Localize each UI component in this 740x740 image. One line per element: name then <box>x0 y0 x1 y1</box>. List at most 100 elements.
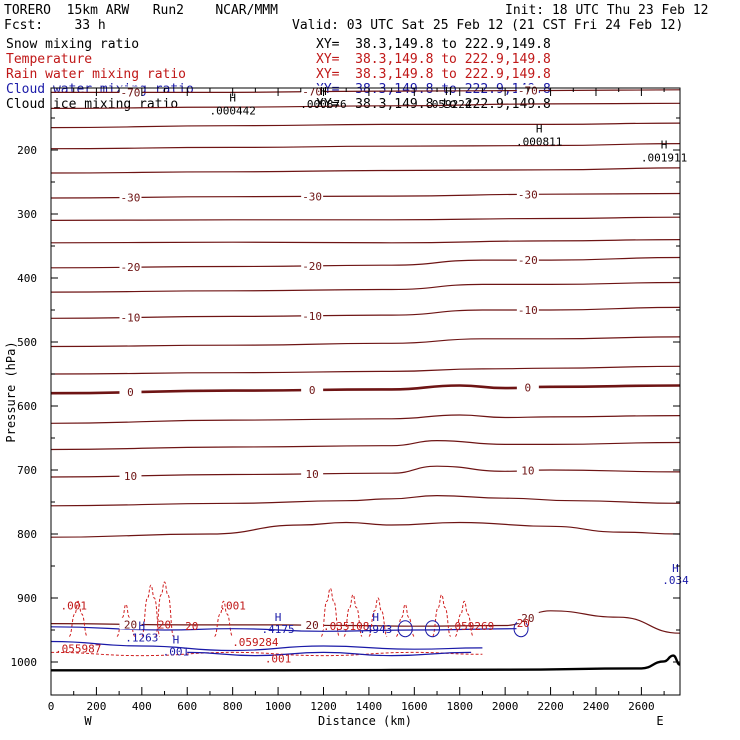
y-tick-label: 300 <box>17 208 37 221</box>
temperature-contour-label: -10 <box>121 311 141 324</box>
temperature-contour-label: -20 <box>518 254 538 267</box>
temperature-contour-label: -30 <box>121 191 141 204</box>
temperature-contour-label: -20 <box>121 261 141 274</box>
contour-label-bg <box>119 386 142 398</box>
cloud-water-maximum-marker: H <box>672 562 679 575</box>
contour-label-bg <box>119 191 142 203</box>
y-tick-label: 900 <box>17 592 37 605</box>
contour-label-bg <box>119 469 142 481</box>
field-xy-temperature: XY= 38.3,149.8 to 222.9,149.8 <box>316 52 551 67</box>
temperature-contour-label: -10 <box>302 310 322 323</box>
x-tick-label: 600 <box>177 700 197 713</box>
cloud-water-label: .034 <box>662 574 689 587</box>
contour-label-bg <box>516 381 539 393</box>
contour-label-bg <box>119 86 142 98</box>
field-label-temperature: Temperature <box>6 52 93 67</box>
x-tick-label: 0 <box>48 700 55 713</box>
cloud-water-contour <box>50 626 517 632</box>
field-label-rain: Rain water mixing ratio <box>6 67 187 82</box>
x-tick-label: 1400 <box>356 700 383 713</box>
cloud-water-cell <box>424 620 440 638</box>
model-title: TORERO 15km ARW Run2 NCAR/MMM <box>4 3 278 18</box>
rain-label: 20 <box>185 620 198 633</box>
temperature-contour <box>50 439 681 451</box>
x-tick-label: 800 <box>223 700 243 713</box>
temperature-contour <box>50 521 681 538</box>
rain-contour <box>454 600 474 637</box>
snow-maximum-value: .059224 <box>425 98 472 111</box>
temperature-contour <box>51 89 681 94</box>
contour-label-bg <box>119 311 142 323</box>
rain-label: .059284 <box>232 636 279 649</box>
temperature-contour-label: 10 <box>306 468 319 481</box>
contour-label-bg <box>301 309 324 321</box>
forecast-hour: Fcst: 33 h <box>4 18 106 33</box>
cloud-water-cell <box>397 620 413 638</box>
rain-label: 20 <box>517 617 530 630</box>
contour-label-bg <box>301 259 324 271</box>
temperature-contour-label: 10 <box>124 470 137 483</box>
temperature-contour-label: 20 <box>124 618 137 631</box>
y-tick-label: 600 <box>17 400 37 413</box>
temperature-contour <box>50 102 681 109</box>
field-xy-snow: XY= 38.3,149.8 to 222.9,149.8 <box>316 37 551 52</box>
temperature-contour <box>50 494 681 507</box>
temperature-contour-label: 0 <box>525 381 532 394</box>
rain-label: .001 <box>219 600 246 613</box>
y-tick-label: 700 <box>17 464 37 477</box>
temperature-contour <box>50 122 681 129</box>
temperature-contour-label: 10 <box>521 465 534 478</box>
cloud-water-contour <box>187 651 472 657</box>
temperature-contour-label: -20 <box>302 260 322 273</box>
x-axis-label: Distance (km) <box>318 714 412 728</box>
temperature-contour <box>50 239 681 244</box>
temperature-contour-label: 20 <box>306 619 319 632</box>
x-tick-label: 1000 <box>265 700 292 713</box>
valid-time: Valid: 03 UTC Sat 25 Feb 12 (21 CST Fri … <box>292 18 684 33</box>
temperature-contour <box>50 365 681 375</box>
snow-maximum-value: .000876 <box>300 98 346 111</box>
snow-maximum-value: .000442 <box>209 105 255 118</box>
cloud-water-maximum-marker: H <box>275 611 282 624</box>
contour-label-bg <box>301 190 324 202</box>
contour-label-bg <box>516 254 539 266</box>
temperature-contour <box>50 216 681 221</box>
cloud-water-label: .4943 <box>359 623 392 636</box>
rain-contour <box>320 587 340 637</box>
cloud-water-label: .1263 <box>125 632 158 645</box>
rain-contour <box>50 651 483 657</box>
rain-label: .059269 <box>448 620 494 633</box>
x-tick-label: 2400 <box>583 700 610 713</box>
temperature-contour-label: -70 <box>302 86 322 99</box>
contour-label-bg <box>516 612 539 624</box>
snow-maximum-marker: H <box>445 85 452 98</box>
temperature-contour-label: -70 <box>121 86 141 99</box>
rain-label: .001 <box>60 600 87 613</box>
cloud-water-label: .001 <box>163 646 190 659</box>
temperature-contour-label: -10 <box>518 304 538 317</box>
cloud-water-contour <box>50 640 483 652</box>
x-tick-label: 1800 <box>446 700 473 713</box>
y-axis-label: Pressure (hPa) <box>4 341 18 442</box>
field-xy-rain: XY= 38.3,149.8 to 222.9,149.8 <box>316 67 551 82</box>
x-tick-label: 200 <box>86 700 106 713</box>
y-tick-label: 800 <box>17 528 37 541</box>
x-tick-label: 2200 <box>537 700 564 713</box>
contour-label-bg <box>301 467 324 479</box>
temperature-contour <box>50 167 681 174</box>
cloud-water-maximum-marker: H <box>139 620 146 633</box>
y-tick-label: 500 <box>17 336 37 349</box>
snow-maximum-marker: H <box>661 138 668 151</box>
snow-maximum-value: .000811 <box>516 135 562 148</box>
temperature-contour-label: 0 <box>309 384 316 397</box>
contour-label-bg <box>119 261 142 273</box>
temperature-contour <box>50 465 681 478</box>
contour-label-bg <box>119 618 142 630</box>
contour-label-bg <box>516 188 539 200</box>
y-tick-label: 1000 <box>11 656 38 669</box>
temperature-contour <box>50 384 681 395</box>
rain-label: .055987 <box>55 642 101 655</box>
rain-label: .035108 <box>323 620 369 633</box>
rain-contour <box>68 600 88 637</box>
